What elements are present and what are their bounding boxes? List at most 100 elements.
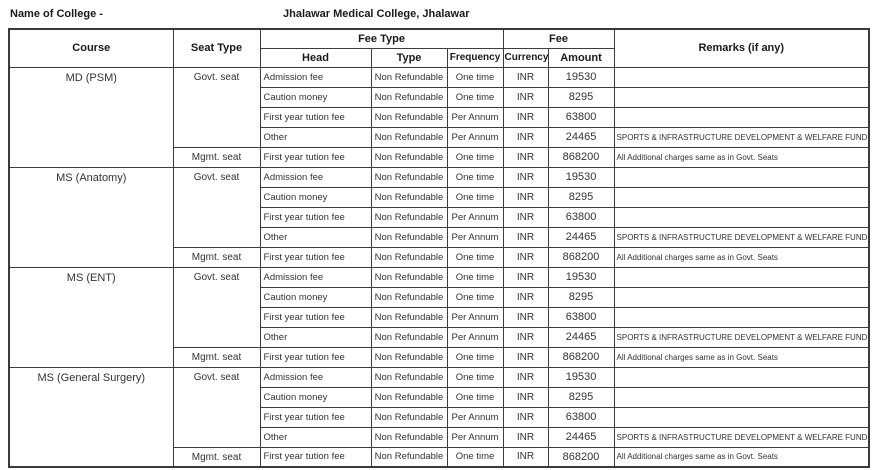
seat-type: Mgmt. seat (172, 346, 261, 368)
fee-type: Non Refundable (370, 386, 448, 408)
fee-type: Non Refundable (370, 166, 448, 188)
fee-head: First year tution fee (259, 346, 372, 368)
table-row: Mgmt. seat First year tution fee Non Ref… (9, 446, 870, 468)
fee-type: Non Refundable (370, 266, 448, 288)
fee-amount: 63800 (547, 306, 615, 328)
fee-type: Non Refundable (370, 146, 448, 168)
fee-currency: INR (502, 286, 549, 308)
fee-currency: INR (502, 86, 549, 108)
fee-remark: All Additional charges same as in Govt. … (613, 446, 870, 468)
fee-frequency: One time (446, 266, 504, 288)
page-title-row: Name of College - Jhalawar Medical Colle… (0, 8, 875, 26)
fee-head: First year tution fee (259, 446, 372, 468)
college-label: Name of College - (10, 8, 103, 20)
fee-frequency: Per Annum (446, 426, 504, 448)
fee-amount: 8295 (547, 186, 615, 208)
fee-currency: INR (502, 226, 549, 248)
fee-amount: 868200 (547, 446, 615, 468)
fee-remark (613, 86, 870, 108)
fee-amount: 24465 (547, 126, 615, 148)
fee-currency: INR (502, 206, 549, 228)
fee-type: Non Refundable (370, 106, 448, 128)
table-row: First year tution fee Non Refundable Per… (9, 406, 870, 428)
fee-remark: SPORTS & INFRASTRUCTURE DEVELOPMENT & WE… (613, 426, 870, 448)
fee-remark (613, 186, 870, 208)
fee-amount: 63800 (547, 406, 615, 428)
fee-frequency: One time (446, 66, 504, 88)
fee-frequency: Per Annum (446, 106, 504, 128)
header-frequency: Frequency (446, 47, 504, 68)
fee-head: Admission fee (259, 266, 372, 288)
fee-remark (613, 406, 870, 428)
header-row-1: Course Seat Type Fee Type Fee Remarks (i… (8, 28, 870, 68)
fee-type: Non Refundable (370, 346, 448, 368)
fee-amount: 19530 (547, 66, 615, 88)
fee-remark: SPORTS & INFRASTRUCTURE DEVELOPMENT & WE… (613, 326, 870, 348)
header-fee-type: Fee Type (259, 28, 504, 49)
fee-amount: 24465 (547, 326, 615, 348)
fee-remark: All Additional charges same as in Govt. … (613, 246, 870, 268)
fee-amount: 19530 (547, 366, 615, 388)
fee-frequency: One time (446, 286, 504, 308)
course-name: MD (PSM) (8, 66, 174, 168)
fee-amount: 868200 (547, 146, 615, 168)
fee-frequency: One time (446, 366, 504, 388)
fee-remark: SPORTS & INFRASTRUCTURE DEVELOPMENT & WE… (613, 226, 870, 248)
fee-remark (613, 106, 870, 128)
fee-currency: INR (502, 146, 549, 168)
fee-frequency: One time (446, 186, 504, 208)
fee-frequency: One time (446, 86, 504, 108)
header-head: Head (259, 47, 372, 68)
fee-head: Admission fee (259, 366, 372, 388)
fee-currency: INR (502, 246, 549, 268)
fee-amount: 63800 (547, 206, 615, 228)
fee-amount: 868200 (547, 246, 615, 268)
fee-remark (613, 366, 870, 388)
fee-type: Non Refundable (370, 86, 448, 108)
fee-type: Non Refundable (370, 446, 448, 468)
fee-frequency: Per Annum (446, 126, 504, 148)
fee-remark: All Additional charges same as in Govt. … (613, 346, 870, 368)
fee-head: Other (259, 226, 372, 248)
fee-type: Non Refundable (370, 366, 448, 388)
fee-amount: 63800 (547, 106, 615, 128)
fee-frequency: Per Annum (446, 406, 504, 428)
fee-remark (613, 206, 870, 228)
seat-type: Mgmt. seat (172, 146, 261, 168)
fee-frequency: One time (446, 246, 504, 268)
fee-head: First year tution fee (259, 106, 372, 128)
header-type: Type (370, 47, 448, 68)
fee-amount: 8295 (547, 286, 615, 308)
header-amount: Amount (547, 47, 615, 68)
course-name: MS (General Surgery) (8, 366, 174, 468)
fee-head: Other (259, 126, 372, 148)
fee-remark (613, 306, 870, 328)
fee-remark (613, 286, 870, 308)
fee-type: Non Refundable (370, 186, 448, 208)
fee-head: Other (259, 326, 372, 348)
table-row: MS (General Surgery) Govt. seat Admissio… (8, 366, 870, 468)
course-name: MS (Anatomy) (8, 166, 174, 268)
fee-currency: INR (502, 166, 549, 188)
fee-head: First year tution fee (259, 206, 372, 228)
fee-remark (613, 386, 870, 408)
table-row: Caution money Non Refundable One time IN… (9, 386, 870, 408)
fee-head: Admission fee (259, 166, 372, 188)
seat-type: Govt. seat (172, 366, 261, 448)
fee-head: Caution money (259, 186, 372, 208)
fee-amount: 19530 (547, 166, 615, 188)
table-row: Caution money Non Refundable One time IN… (9, 86, 870, 108)
fee-frequency: One time (446, 146, 504, 168)
header-currency: Currency (502, 47, 549, 68)
fee-head: First year tution fee (259, 146, 372, 168)
fee-currency: INR (502, 106, 549, 128)
fee-frequency: One time (446, 386, 504, 408)
fee-currency: INR (502, 186, 549, 208)
fee-remark: SPORTS & INFRASTRUCTURE DEVELOPMENT & WE… (613, 126, 870, 148)
fee-amount: 8295 (547, 86, 615, 108)
fee-currency: INR (502, 446, 549, 468)
fee-head: Caution money (259, 86, 372, 108)
fee-frequency: Per Annum (446, 206, 504, 228)
fee-frequency: Per Annum (446, 326, 504, 348)
